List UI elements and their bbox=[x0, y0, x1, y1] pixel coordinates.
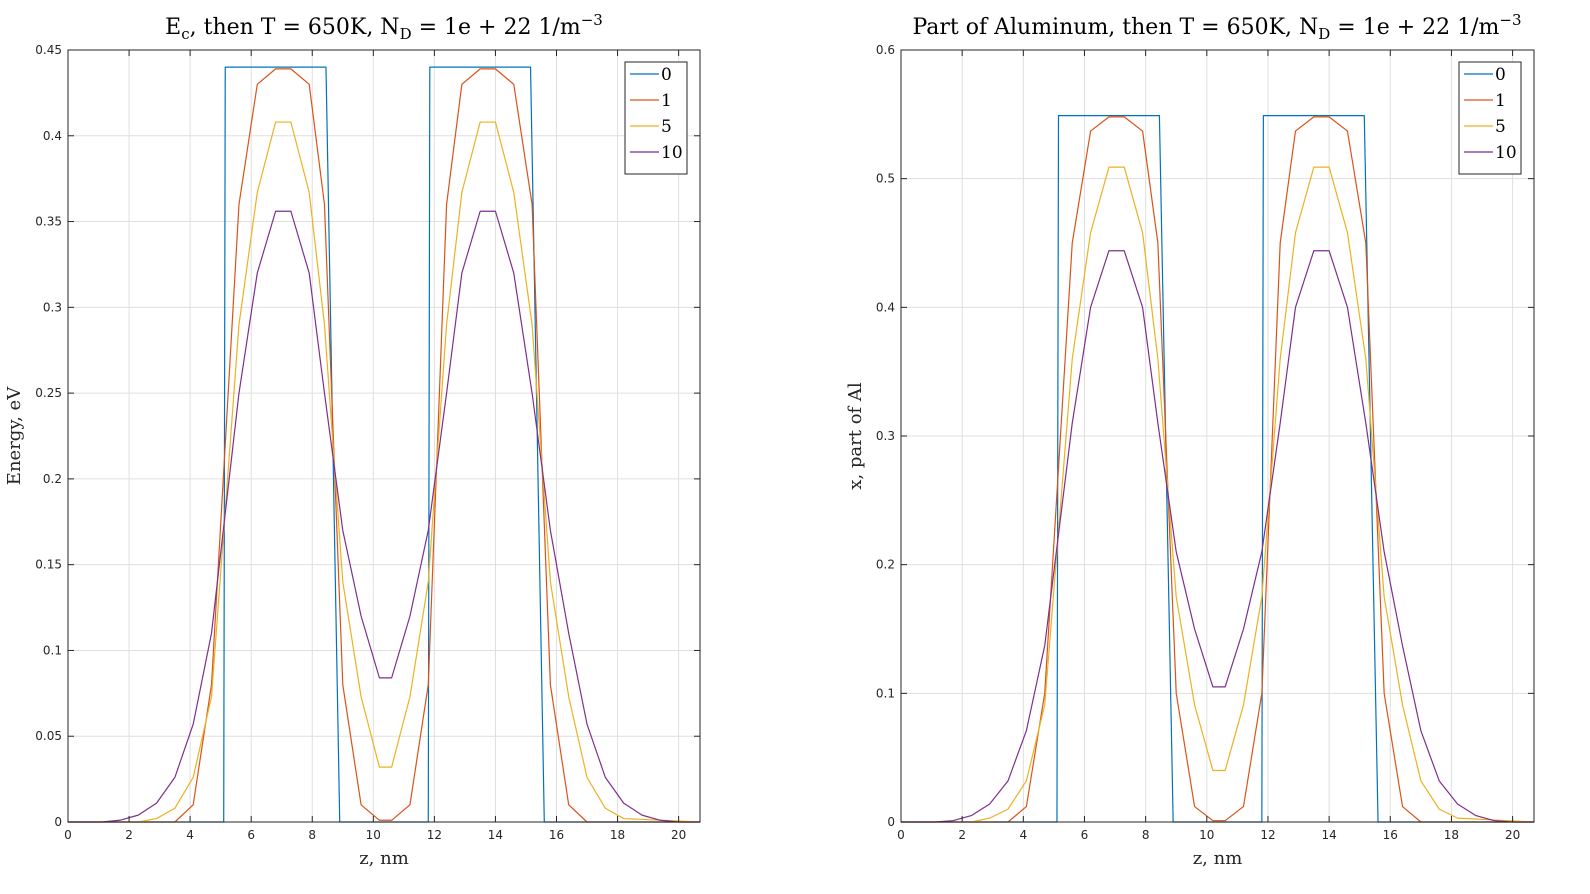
y-axis-label: x, part of Al bbox=[845, 382, 866, 490]
series-line-1 bbox=[901, 116, 1534, 823]
x-tick-label: 2 bbox=[125, 828, 133, 842]
chart-title-part: Part of Aluminum, then T = 650K, N bbox=[912, 15, 1318, 40]
x-tick-label: 14 bbox=[488, 828, 503, 842]
x-tick-label: 10 bbox=[366, 828, 381, 842]
series-line-5 bbox=[901, 166, 1535, 823]
x-tick-label: 16 bbox=[1383, 828, 1398, 842]
x-tick-label: 4 bbox=[1019, 828, 1027, 842]
y-tick-label: 0.4 bbox=[43, 129, 62, 143]
legend-label-5: 5 bbox=[1495, 117, 1506, 137]
legend-box bbox=[1458, 61, 1522, 175]
chart-title: Ec, then T = 650K, ND = 1e + 22 1/m−3 bbox=[165, 11, 603, 43]
y-tick-label: 0 bbox=[887, 815, 895, 829]
series-line-10 bbox=[68, 210, 700, 823]
chart-title-part: D bbox=[1318, 25, 1330, 43]
ticks: 0 2 4 6 8 10 12 14 16 18 2000.050.10.150.20.250.30… bbox=[35, 43, 700, 842]
axes-box bbox=[67, 49, 701, 823]
chart-title-part: E bbox=[165, 15, 181, 40]
chart-title-part: −3 bbox=[581, 11, 603, 29]
chart-panel-1: 0 2 4 6 8 10 12 14 16 18 2000.050.10.150.20.250.30… bbox=[4, 11, 701, 869]
series-line-1 bbox=[68, 68, 700, 823]
series-group bbox=[68, 66, 701, 823]
x-tick-label: 4 bbox=[186, 828, 194, 842]
legend-label-1: 1 bbox=[661, 91, 672, 111]
y-tick-label: 0 bbox=[54, 815, 62, 829]
x-tick-label: 6 bbox=[1081, 828, 1089, 842]
series-line-0 bbox=[68, 66, 700, 823]
y-tick-label: 0.3 bbox=[876, 429, 895, 443]
series-line-10 bbox=[901, 250, 1534, 823]
grid bbox=[900, 49, 1534, 823]
legend-label-0: 0 bbox=[1495, 65, 1506, 85]
chart-title: Part of Aluminum, then T = 650K, ND = 1e… bbox=[912, 11, 1521, 43]
x-tick-label: 6 bbox=[247, 828, 255, 842]
x-tick-label: 12 bbox=[427, 828, 442, 842]
x-tick-label: 14 bbox=[1321, 828, 1336, 842]
x-tick-label: 0 bbox=[897, 828, 905, 842]
x-axis-label: z, nm bbox=[359, 848, 409, 869]
chart-title-part: = 1e + 22 1/m bbox=[412, 15, 581, 40]
y-tick-label: 0.2 bbox=[876, 558, 895, 572]
legend-box bbox=[624, 61, 688, 175]
x-tick-label: 16 bbox=[549, 828, 564, 842]
y-tick-label: 0.05 bbox=[35, 729, 62, 743]
series-line-5 bbox=[68, 121, 701, 823]
x-tick-label: 12 bbox=[1260, 828, 1275, 842]
series-group bbox=[901, 115, 1535, 823]
legend: 0 1 5 10 bbox=[624, 61, 688, 175]
chart-title-part: c bbox=[181, 25, 189, 43]
legend-label-10: 10 bbox=[661, 143, 683, 163]
y-tick-label: 0.1 bbox=[43, 643, 62, 657]
legend-label-5: 5 bbox=[661, 117, 672, 137]
x-tick-label: 8 bbox=[1142, 828, 1150, 842]
y-tick-label: 0.5 bbox=[876, 172, 895, 186]
grid bbox=[67, 49, 700, 823]
y-tick-label: 0.6 bbox=[876, 43, 895, 57]
x-tick-label: 18 bbox=[1444, 828, 1459, 842]
x-tick-label: 8 bbox=[308, 828, 316, 842]
y-tick-label: 0.1 bbox=[876, 686, 895, 700]
x-tick-label: 0 bbox=[64, 828, 72, 842]
x-tick-label: 20 bbox=[671, 828, 686, 842]
x-tick-label: 2 bbox=[958, 828, 966, 842]
legend-label-1: 1 bbox=[1495, 91, 1506, 111]
y-tick-label: 0.35 bbox=[35, 215, 62, 229]
chart-title-part: , then T = 650K, N bbox=[190, 15, 400, 40]
y-tick-label: 0.2 bbox=[43, 472, 62, 486]
y-axis-label: Energy, eV bbox=[4, 386, 25, 485]
y-tick-label: 0.45 bbox=[35, 43, 62, 57]
y-tick-label: 0.4 bbox=[876, 300, 895, 314]
series-line-0 bbox=[901, 115, 1534, 823]
x-axis-label: z, nm bbox=[1193, 848, 1243, 869]
legend-label-0: 0 bbox=[661, 65, 672, 85]
chart-title-part: = 1e + 22 1/m bbox=[1330, 15, 1499, 40]
x-tick-label: 20 bbox=[1505, 828, 1520, 842]
y-tick-label: 0.25 bbox=[35, 386, 62, 400]
legend-label-10: 10 bbox=[1495, 143, 1517, 163]
y-tick-label: 0.3 bbox=[43, 300, 62, 314]
x-tick-label: 18 bbox=[610, 828, 625, 842]
chart-title-part: −3 bbox=[1499, 11, 1521, 29]
x-tick-label: 10 bbox=[1199, 828, 1214, 842]
legend: 0 1 5 10 bbox=[1458, 61, 1522, 175]
chart-title-part: D bbox=[400, 25, 412, 43]
y-tick-label: 0.15 bbox=[35, 558, 62, 572]
